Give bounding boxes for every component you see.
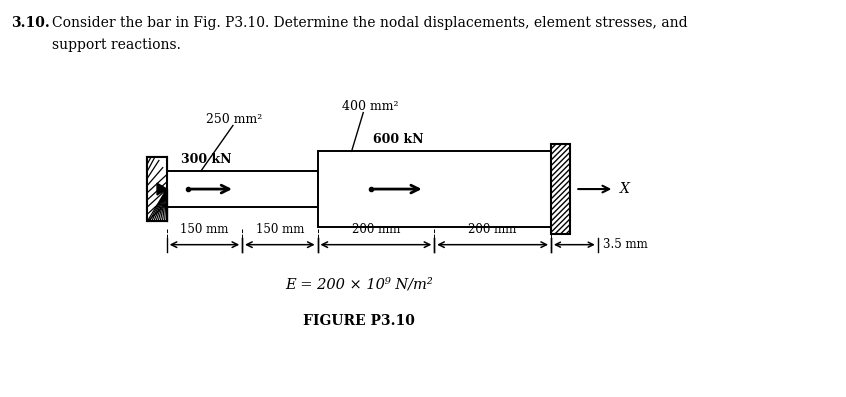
Bar — [147, 157, 167, 222]
Text: 250 mm²: 250 mm² — [206, 112, 262, 125]
Text: 150 mm: 150 mm — [255, 223, 304, 236]
Text: 400 mm²: 400 mm² — [342, 100, 398, 113]
Polygon shape — [157, 183, 167, 195]
Bar — [551, 145, 570, 234]
Text: 600 kN: 600 kN — [372, 133, 423, 146]
Text: 3.10.: 3.10. — [11, 16, 50, 30]
Text: 200 mm: 200 mm — [469, 223, 517, 236]
Text: E = 200 × 10⁹ N/m²: E = 200 × 10⁹ N/m² — [285, 278, 433, 291]
Text: 3.5 mm: 3.5 mm — [602, 238, 647, 251]
Text: Consider the bar in Fig. P3.10. Determine the nodal displacements, element stres: Consider the bar in Fig. P3.10. Determin… — [52, 16, 688, 30]
Text: 300 kN: 300 kN — [181, 153, 232, 166]
Bar — [167, 171, 317, 207]
Text: X: X — [620, 182, 630, 196]
Text: 200 mm: 200 mm — [352, 223, 400, 236]
Text: FIGURE P3.10: FIGURE P3.10 — [303, 314, 415, 328]
Bar — [317, 151, 551, 227]
Bar — [147, 157, 167, 222]
Text: support reactions.: support reactions. — [52, 38, 181, 52]
Text: 150 mm: 150 mm — [180, 223, 228, 236]
